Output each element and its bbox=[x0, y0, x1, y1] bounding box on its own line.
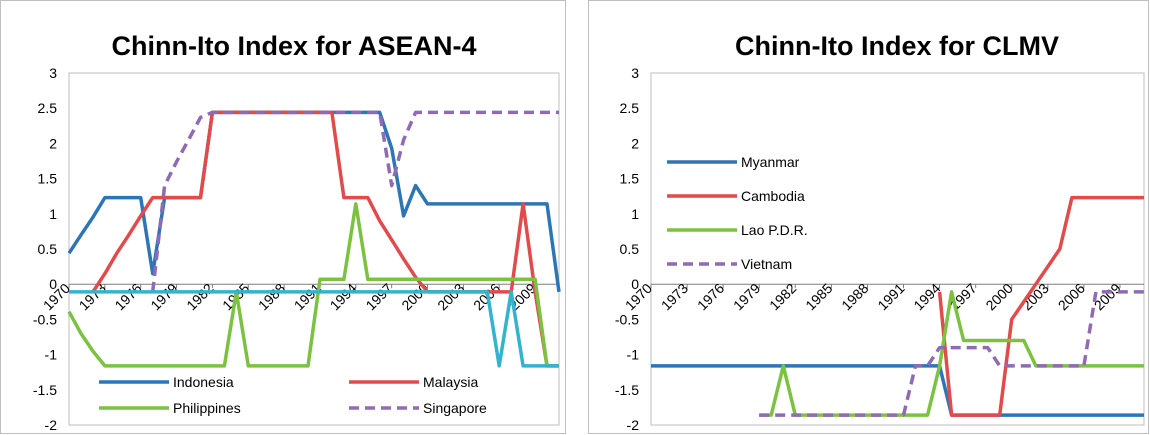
series-line-singapore bbox=[150, 110, 559, 293]
legend-label: Cambodia bbox=[741, 188, 805, 204]
x-tick-label: 2006 bbox=[1055, 280, 1088, 313]
y-tick-label: 0 bbox=[49, 276, 57, 292]
legend-label: Myanmar bbox=[741, 154, 800, 170]
y-tick-label: -1 bbox=[45, 347, 58, 363]
y-tick-label: 1 bbox=[631, 206, 639, 222]
y-tick-label: 1.5 bbox=[38, 171, 58, 187]
y-tick-label: 3 bbox=[49, 65, 57, 81]
series-line-malaysia bbox=[91, 110, 559, 368]
series-line-unlabeled bbox=[69, 290, 559, 368]
y-tick-label: 2.5 bbox=[620, 100, 640, 116]
legend-label: Indonesia bbox=[173, 374, 234, 390]
chart-panel-clmv: Chinn-Ito Index for CLMV 3 2.5 2 1.5 1 0.5 0 -0.… bbox=[588, 0, 1149, 434]
legend-label: Malaysia bbox=[423, 374, 478, 390]
x-tick-label: 1976 bbox=[111, 280, 144, 313]
series-line-myanmar bbox=[651, 364, 1144, 417]
y-tick-label: 2.5 bbox=[38, 100, 58, 116]
legend-label: Philippines bbox=[173, 400, 241, 416]
series-line-cambodia bbox=[937, 195, 1144, 417]
y-tick-label: -0.5 bbox=[33, 311, 57, 327]
x-tick-label: 1979 bbox=[730, 280, 763, 313]
legend-label: Singapore bbox=[423, 400, 487, 416]
x-tick-label: 1988 bbox=[255, 280, 288, 313]
plot-area bbox=[68, 72, 560, 426]
x-tick-label: 2000 bbox=[983, 280, 1016, 313]
x-tick-label: 2000 bbox=[398, 280, 431, 313]
x-tick-label: 1985 bbox=[802, 280, 835, 313]
y-tick-label: -1.5 bbox=[33, 382, 57, 398]
y-tick-label: 0.5 bbox=[38, 241, 58, 257]
y-tick-label: 0 bbox=[631, 276, 639, 292]
chart-panel-asean4: Chinn-Ito Index for ASEAN-4 3 2.5 2 1.5 1 0.5 0… bbox=[0, 0, 566, 434]
y-tick-label: -1.5 bbox=[615, 382, 639, 398]
series-line-vietnam bbox=[759, 290, 1144, 417]
chart-clmv: Chinn-Ito Index for CLMV 3 2.5 2 1.5 1 0.5 0 -0.… bbox=[615, 31, 1145, 433]
y-tick-label: 1.5 bbox=[620, 171, 640, 187]
x-tick-label: 1982 bbox=[183, 280, 216, 313]
y-tick-label: 1 bbox=[49, 206, 57, 222]
x-tick-label: 1982 bbox=[766, 280, 799, 313]
y-tick-label: -0.5 bbox=[615, 311, 639, 327]
y-tick-label: 0.5 bbox=[620, 241, 640, 257]
legend-label: Vietnam bbox=[741, 256, 792, 272]
chart-asean4: Chinn-Ito Index for ASEAN-4 3 2.5 2 1.5 1 0.5 0… bbox=[33, 31, 561, 433]
y-tick-label: -2 bbox=[45, 417, 58, 433]
x-tick-label: 1988 bbox=[838, 280, 871, 313]
series-line-philippines bbox=[67, 202, 559, 368]
x-tick-label: 1970 bbox=[622, 280, 655, 313]
y-tick-label: -1 bbox=[627, 347, 640, 363]
y-tick-label: -2 bbox=[627, 417, 640, 433]
chart-title: Chinn-Ito Index for CLMV bbox=[735, 31, 1059, 61]
x-tick-label: 1997 bbox=[362, 280, 395, 313]
x-tick-label: 1973 bbox=[76, 280, 109, 313]
x-tick-label: 1973 bbox=[658, 280, 691, 313]
y-tick-label: 3 bbox=[631, 65, 639, 81]
x-tick-label: 1994 bbox=[327, 280, 360, 313]
chart-title: Chinn-Ito Index for ASEAN-4 bbox=[112, 31, 477, 61]
y-tick-label: 2 bbox=[49, 135, 57, 151]
x-tick-label: 2003 bbox=[434, 280, 467, 313]
x-tick-label: 1970 bbox=[40, 280, 73, 313]
plot-area bbox=[650, 72, 1145, 426]
series-line-indonesia bbox=[67, 110, 561, 293]
series-line-lao-p-d-r bbox=[759, 290, 1144, 417]
y-tick-label: 2 bbox=[631, 135, 639, 151]
legend-label: Lao P.D.R. bbox=[741, 222, 808, 238]
x-tick-label: 1991 bbox=[874, 280, 907, 313]
x-tick-label: 1976 bbox=[694, 280, 727, 313]
